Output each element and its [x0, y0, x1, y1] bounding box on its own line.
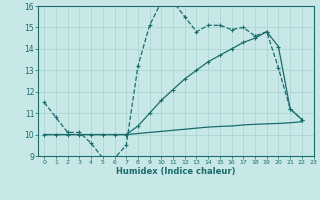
X-axis label: Humidex (Indice chaleur): Humidex (Indice chaleur)	[116, 167, 236, 176]
